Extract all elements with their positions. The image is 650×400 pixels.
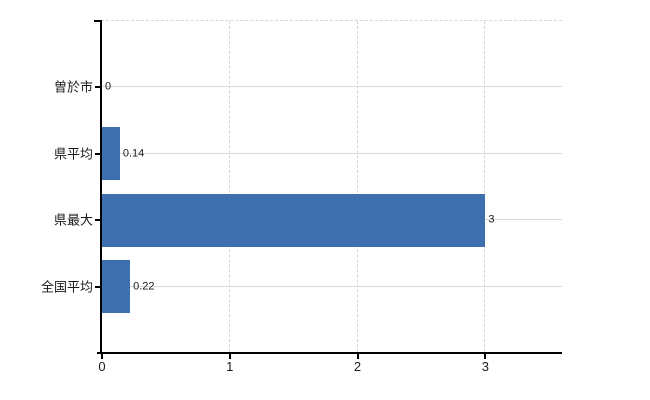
category-label: 県最大 xyxy=(53,212,93,228)
value-label: 0 xyxy=(105,80,112,93)
y-tick xyxy=(95,152,101,155)
gridline-h xyxy=(101,285,562,287)
bar xyxy=(102,260,131,314)
plot-top-border xyxy=(101,20,562,21)
y-tick xyxy=(95,219,101,222)
y-axis-top-tick xyxy=(94,20,102,22)
category-label: 県平均 xyxy=(53,146,93,162)
x-tick-label: 1 xyxy=(226,359,234,374)
x-tick xyxy=(228,354,231,359)
y-axis-line xyxy=(100,20,102,354)
value-label: 3 xyxy=(488,213,495,226)
y-tick xyxy=(95,285,101,288)
bar xyxy=(102,193,486,247)
gridline-h xyxy=(101,86,562,88)
gridline-v xyxy=(228,21,230,352)
x-tick xyxy=(484,354,487,359)
x-tick-label: 0 xyxy=(98,359,106,374)
value-label: 0.14 xyxy=(122,147,145,160)
x-tick xyxy=(101,354,103,359)
bar xyxy=(102,127,120,181)
y-tick xyxy=(95,86,101,89)
category-label: 曽於市 xyxy=(53,79,93,95)
gridline-v xyxy=(484,21,486,352)
category-label: 全国平均 xyxy=(40,279,93,295)
gridline-h xyxy=(101,152,562,154)
value-label: 0.22 xyxy=(133,280,155,293)
gridline-v xyxy=(356,21,358,352)
x-tick-label: 3 xyxy=(481,359,489,374)
x-axis-line xyxy=(97,352,562,354)
x-tick xyxy=(356,354,359,359)
x-tick-label: 2 xyxy=(353,359,362,374)
